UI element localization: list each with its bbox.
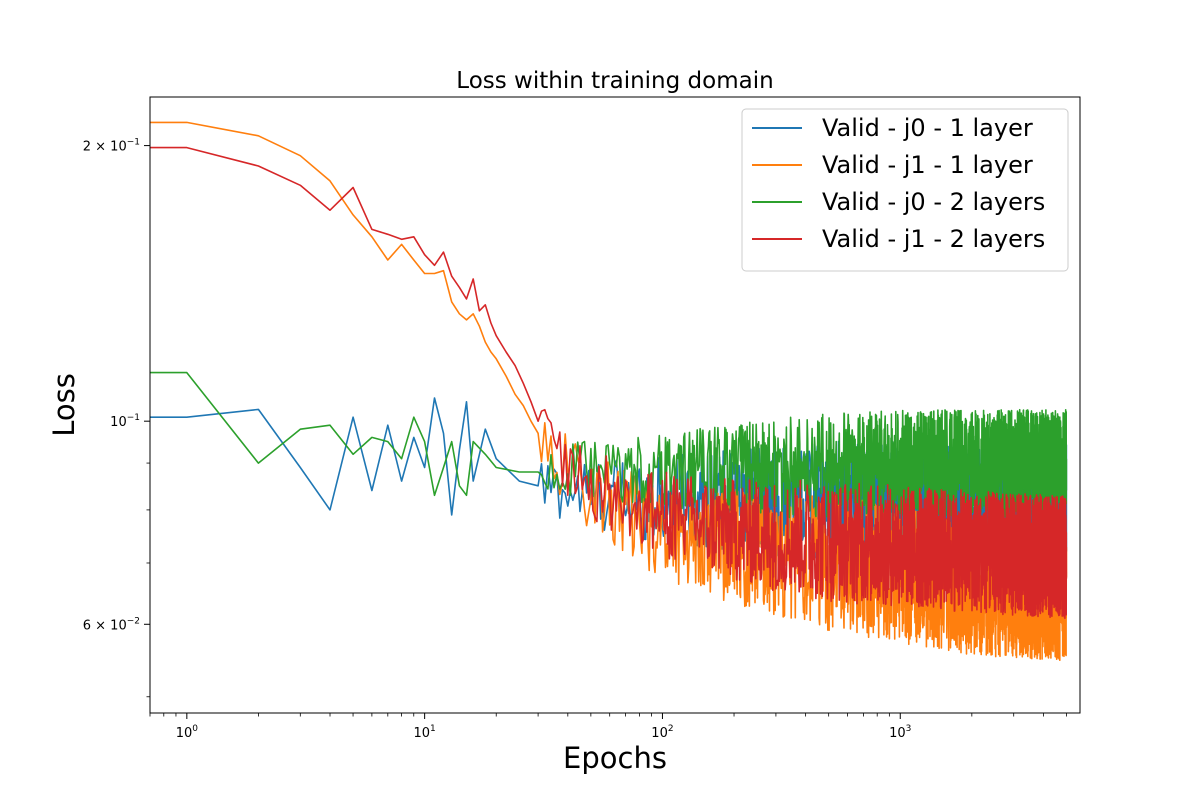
x-tick-label: 101 <box>414 724 436 741</box>
x-axis-ticks: 100 101 102 103 <box>149 713 1067 741</box>
legend-entry-label: Valid - j1 - 2 layers <box>822 225 1045 253</box>
y-tick-label: 6 × 10−2 <box>83 616 140 633</box>
legend-entry-label: Valid - j0 - 1 layer <box>822 114 1033 142</box>
plot-frame <box>149 96 1081 714</box>
y-axis-ticks: 2 × 10−1 10−1 6 × 10−2 <box>83 138 150 698</box>
legend-entry-label: Valid - j1 - 1 layer <box>822 151 1033 179</box>
x-tick-label: 103 <box>889 724 911 741</box>
legend: Valid - j0 - 1 layer Valid - j1 - 1 layer… <box>741 108 1069 272</box>
series-lines <box>150 121 1068 661</box>
x-tick-label: 102 <box>651 724 673 741</box>
legend-box <box>741 108 1069 272</box>
y-tick-label: 2 × 10−1 <box>83 138 140 155</box>
x-tick-label: 100 <box>176 724 199 741</box>
series-line-3 <box>150 371 1068 521</box>
series-line-4 <box>150 146 1068 620</box>
plot-area <box>149 96 1081 714</box>
y-tick-label: 10−1 <box>110 413 140 430</box>
x-axis-label: Epochs <box>563 741 667 775</box>
y-axis-label: Loss <box>47 373 81 437</box>
legend-entry-label: Valid - j0 - 2 layers <box>822 188 1045 216</box>
chart-title: Loss within training domain <box>456 68 773 94</box>
